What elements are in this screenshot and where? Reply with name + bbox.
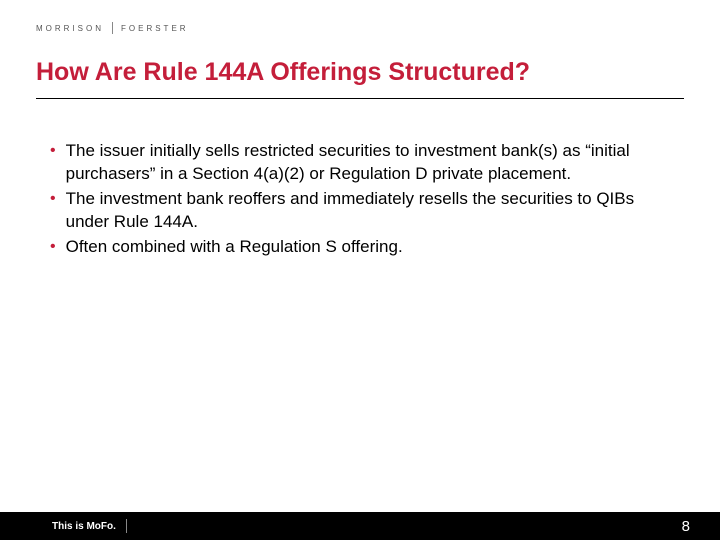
- bullet-list: • The issuer initially sells restricted …: [50, 140, 660, 261]
- bullet-icon: •: [50, 140, 56, 186]
- list-item: • The investment bank reoffers and immed…: [50, 188, 660, 234]
- slide-title: How Are Rule 144A Offerings Structured?: [36, 58, 684, 97]
- footer-tagline: This is MoFo.: [52, 521, 116, 532]
- logo-divider: [112, 22, 113, 34]
- logo-right-text: FOERSTER: [121, 24, 189, 33]
- list-item: • Often combined with a Regulation S off…: [50, 236, 660, 259]
- bullet-text: Often combined with a Regulation S offer…: [66, 236, 403, 259]
- bullet-icon: •: [50, 236, 56, 259]
- page-number: 8: [682, 518, 690, 535]
- bullet-text: The issuer initially sells restricted se…: [66, 140, 660, 186]
- bullet-text: The investment bank reoffers and immedia…: [66, 188, 660, 234]
- footer-divider: [126, 519, 127, 533]
- title-underline: [36, 98, 684, 99]
- logo-left-text: MORRISON: [36, 24, 104, 33]
- footer: This is MoFo. 8: [0, 512, 720, 540]
- brand-logo: MORRISON FOERSTER: [36, 22, 189, 34]
- bullet-icon: •: [50, 188, 56, 234]
- list-item: • The issuer initially sells restricted …: [50, 140, 660, 186]
